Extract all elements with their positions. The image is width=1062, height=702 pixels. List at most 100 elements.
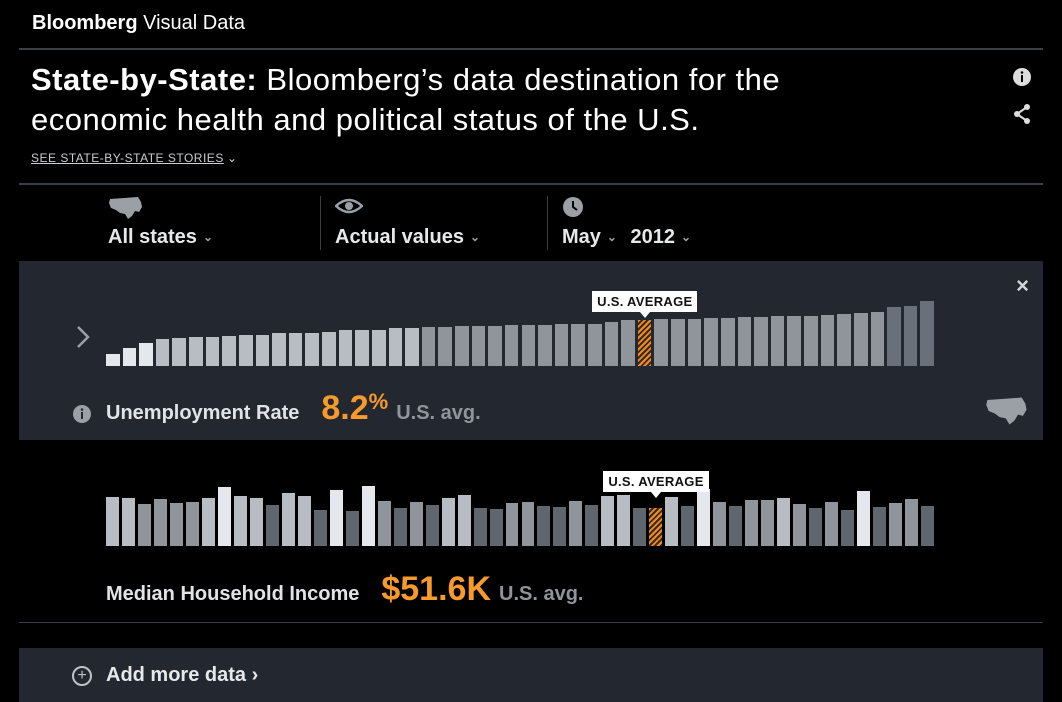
- close-icon[interactable]: ×: [1016, 273, 1029, 298]
- state-bar[interactable]: [621, 320, 635, 366]
- state-bar[interactable]: [820, 315, 835, 366]
- state-bar[interactable]: [455, 326, 469, 366]
- state-bar[interactable]: [671, 319, 685, 366]
- state-bar[interactable]: [388, 328, 403, 366]
- state-bar[interactable]: [139, 343, 153, 366]
- state-bar[interactable]: [809, 508, 823, 546]
- state-bar[interactable]: [438, 327, 452, 366]
- state-bar[interactable]: [425, 505, 439, 546]
- state-bar[interactable]: [713, 502, 727, 546]
- share-icon[interactable]: [1012, 103, 1032, 124]
- state-bar[interactable]: [585, 505, 599, 546]
- state-bar[interactable]: [787, 316, 802, 366]
- state-bar[interactable]: [305, 333, 320, 366]
- state-bar[interactable]: [377, 501, 391, 546]
- state-bar[interactable]: [297, 496, 311, 546]
- state-bar[interactable]: [222, 336, 236, 366]
- state-bar[interactable]: [920, 301, 934, 366]
- state-bar[interactable]: [393, 508, 407, 546]
- info-icon[interactable]: [72, 404, 92, 429]
- state-bar[interactable]: [601, 496, 615, 546]
- state-bar[interactable]: [745, 500, 759, 546]
- state-bar[interactable]: [338, 330, 353, 366]
- state-bar[interactable]: [122, 348, 137, 366]
- info-icon[interactable]: [1012, 67, 1032, 87]
- state-bar[interactable]: [587, 324, 602, 366]
- state-bar[interactable]: [489, 509, 503, 546]
- state-bar[interactable]: [633, 508, 647, 546]
- state-bar[interactable]: [825, 502, 839, 546]
- see-stories-link[interactable]: SEE STATE-BY-STATE STORIES ⌄: [31, 151, 237, 165]
- state-bar[interactable]: [921, 506, 934, 546]
- state-bar[interactable]: [355, 330, 369, 366]
- year-selector[interactable]: 2012 ⌄: [631, 226, 692, 248]
- state-bar[interactable]: [873, 507, 887, 546]
- state-bar[interactable]: [537, 506, 551, 546]
- unemployment-bar-chart[interactable]: [106, 301, 937, 366]
- state-bar[interactable]: [665, 497, 679, 546]
- state-bar[interactable]: [488, 326, 502, 366]
- state-bar[interactable]: [233, 496, 247, 546]
- state-bar[interactable]: [905, 499, 918, 546]
- state-bar[interactable]: [329, 490, 343, 546]
- state-bar[interactable]: [704, 318, 718, 366]
- state-bar[interactable]: [903, 306, 918, 366]
- state-bar[interactable]: [121, 498, 135, 546]
- state-bar[interactable]: [471, 326, 486, 366]
- state-bar[interactable]: [189, 337, 203, 366]
- us-average-bar[interactable]: [649, 508, 663, 546]
- state-bar[interactable]: [217, 487, 231, 546]
- state-bar[interactable]: [272, 333, 286, 366]
- state-bar[interactable]: [720, 318, 735, 366]
- state-bar[interactable]: [371, 330, 386, 366]
- state-bar[interactable]: [281, 493, 295, 546]
- state-bar[interactable]: [441, 498, 455, 546]
- state-bar[interactable]: [857, 491, 871, 546]
- state-bar[interactable]: [737, 317, 752, 366]
- state-bar[interactable]: [361, 486, 375, 546]
- state-bar[interactable]: [249, 498, 263, 546]
- add-more-data-button[interactable]: + Add more data ›: [19, 648, 1043, 702]
- state-bar[interactable]: [571, 324, 585, 366]
- state-bar[interactable]: [172, 338, 187, 366]
- state-bar[interactable]: [106, 497, 119, 546]
- state-bar[interactable]: [153, 499, 167, 546]
- state-bar[interactable]: [505, 503, 519, 546]
- state-bar[interactable]: [421, 327, 436, 366]
- state-bar[interactable]: [681, 506, 695, 546]
- state-bar[interactable]: [405, 328, 419, 366]
- state-bar[interactable]: [870, 312, 885, 366]
- state-bar[interactable]: [322, 332, 336, 366]
- view-selector[interactable]: Actual values ⌄: [334, 196, 535, 252]
- states-selector[interactable]: All states ⌄: [108, 196, 308, 252]
- state-bar[interactable]: [185, 502, 199, 546]
- state-bar[interactable]: [761, 500, 775, 546]
- state-bar[interactable]: [617, 495, 631, 546]
- state-bar[interactable]: [457, 495, 471, 546]
- state-bar[interactable]: [313, 510, 327, 546]
- state-bar[interactable]: [754, 317, 768, 366]
- state-bar[interactable]: [155, 339, 170, 366]
- state-bar[interactable]: [473, 508, 487, 546]
- chevron-right-icon[interactable]: [76, 325, 90, 354]
- state-bar[interactable]: [137, 504, 151, 546]
- state-bar[interactable]: [205, 337, 220, 366]
- us-map-icon[interactable]: [985, 396, 1029, 431]
- state-bar[interactable]: [604, 322, 619, 366]
- state-bar[interactable]: [793, 504, 807, 546]
- state-bar[interactable]: [538, 325, 552, 366]
- state-bar[interactable]: [697, 489, 711, 546]
- brand[interactable]: Bloomberg Visual Data: [32, 12, 245, 35]
- state-bar[interactable]: [553, 507, 567, 546]
- state-bar[interactable]: [837, 314, 851, 366]
- state-bar[interactable]: [504, 325, 519, 366]
- state-bar[interactable]: [841, 510, 855, 546]
- state-bar[interactable]: [521, 502, 535, 546]
- us-average-bar[interactable]: [637, 320, 652, 366]
- state-bar[interactable]: [106, 354, 120, 366]
- state-bar[interactable]: [654, 319, 669, 366]
- state-bar[interactable]: [169, 503, 183, 546]
- income-bar-chart[interactable]: [106, 486, 937, 546]
- state-bar[interactable]: [569, 501, 583, 546]
- state-bar[interactable]: [804, 316, 818, 366]
